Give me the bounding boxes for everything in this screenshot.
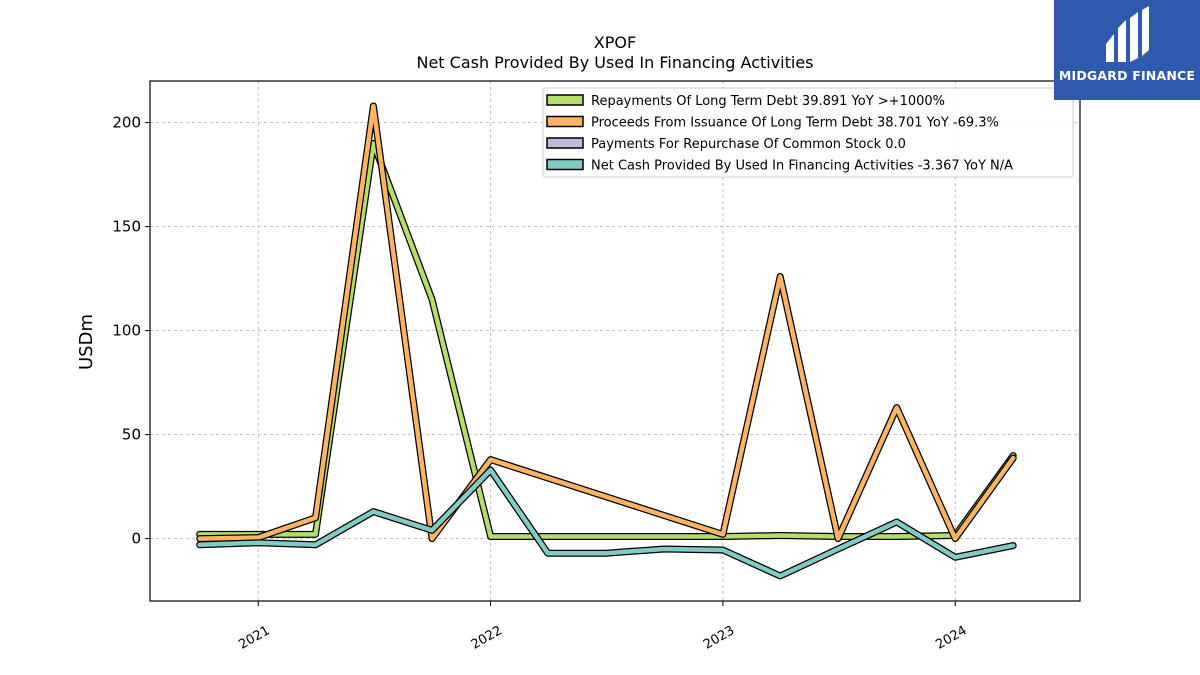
legend-swatch <box>546 158 584 171</box>
y-tick-label: 0 <box>131 530 141 548</box>
chart-title: XPOF <box>594 33 636 52</box>
x-tick-label: 2023 <box>701 623 737 653</box>
series-line <box>197 467 1016 579</box>
legend-swatch <box>546 115 584 128</box>
chart-subtitle: Net Cash Provided By Used In Financing A… <box>416 53 813 72</box>
y-tick-label: 100 <box>112 322 141 340</box>
plot-frame <box>149 80 1081 602</box>
y-tick-label: 150 <box>112 218 141 236</box>
series-line <box>197 103 1016 541</box>
logo-text: MIDGARD FINANCE <box>1058 68 1196 83</box>
legend-swatch <box>546 94 584 106</box>
x-tick-label: 2024 <box>933 623 969 653</box>
legend: Repayments Of Long Term Debt 39.891 YoY … <box>542 87 1074 178</box>
axis-ticks: 0 50 100 150 200 2021 2022 2023 2024 <box>112 114 969 653</box>
legend-label: Repayments Of Long Term Debt 39.891 YoY … <box>591 94 945 109</box>
x-tick-label: 2021 <box>236 623 272 653</box>
y-tick-label: 200 <box>112 114 141 132</box>
legend-box <box>542 87 1074 178</box>
midgard-finance-logo: MIDGARD FINANCE <box>1054 0 1200 100</box>
y-axis-label: USDm <box>76 314 97 370</box>
y-tick-label: 50 <box>122 426 141 444</box>
x-tick-label: 2022 <box>469 623 505 653</box>
legend-label: Net Cash Provided By Used In Financing A… <box>591 159 1013 174</box>
legend-swatch <box>546 137 584 149</box>
legend-label: Payments For Repurchase Of Common Stock … <box>591 137 906 152</box>
legend-label: Proceeds From Issuance Of Long Term Debt… <box>591 116 999 131</box>
series-lines <box>196 102 1017 580</box>
midgard-logo-icon <box>1106 6 1149 62</box>
